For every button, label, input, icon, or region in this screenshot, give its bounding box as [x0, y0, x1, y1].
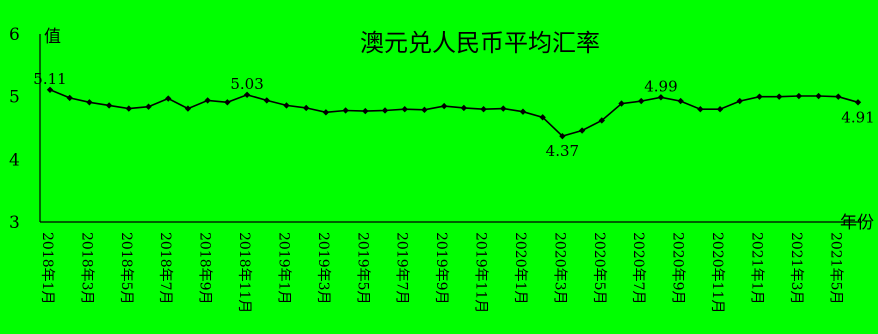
series-line — [49, 89, 859, 137]
chart-title: 澳元兑人民币平均汇率 — [360, 29, 600, 57]
data-point — [440, 102, 448, 110]
y-tick-label: 6 — [9, 25, 20, 45]
data-point — [736, 97, 743, 105]
y-tick-label: 5 — [9, 88, 20, 108]
data-point — [283, 102, 290, 109]
x-tick-label: 2019年11月 — [473, 232, 489, 313]
data-point — [756, 93, 763, 100]
data-point — [342, 107, 349, 114]
x-tick-label: 2020年1月 — [512, 232, 528, 305]
x-tick-label: 2020年3月 — [551, 232, 567, 305]
y-tick-label: 4 — [9, 150, 20, 170]
x-tick-label: 2020年9月 — [670, 232, 686, 305]
data-point — [145, 103, 152, 110]
x-tick-label: 2019年5月 — [354, 232, 370, 305]
data-point — [815, 92, 822, 100]
data-point — [165, 95, 172, 102]
data-point — [775, 93, 783, 100]
data-point — [66, 94, 73, 102]
data-point — [421, 106, 428, 114]
data-label: 4.91 — [841, 108, 874, 126]
x-tick-label: 2018年9月 — [197, 232, 213, 305]
data-point — [697, 106, 704, 113]
x-tick-label: 2019年7月 — [394, 232, 410, 305]
data-point — [460, 104, 468, 112]
data-point — [322, 109, 330, 116]
data-point — [578, 127, 586, 134]
data-point — [677, 97, 684, 105]
data-point — [638, 97, 645, 105]
x-tick-label: 2020年5月 — [591, 232, 607, 305]
x-tick-label: 2018年3月 — [78, 232, 94, 305]
data-label: 5.11 — [33, 70, 66, 88]
data-label: 4.99 — [644, 77, 677, 95]
y-tick-labels: 3 4 5 6 — [9, 25, 20, 233]
data-point — [716, 106, 724, 113]
data-point — [224, 99, 231, 106]
data-point — [401, 106, 408, 113]
data-labels: 5.11 5.03 4.37 4.99 4.91 — [33, 70, 874, 160]
x-tick-label: 2021年3月 — [788, 232, 804, 305]
data-point — [105, 102, 113, 109]
x-tick-labels: 2018年1月 2018年3月 2018年5月 2018年7月 2018年9月 2018年… — [39, 232, 843, 313]
data-point — [303, 104, 310, 112]
x-tick-label: 2018年7月 — [157, 232, 173, 305]
data-point — [795, 92, 803, 100]
data-point — [263, 97, 270, 104]
data-point — [125, 105, 133, 112]
x-tick-label: 2020年7月 — [630, 232, 646, 305]
data-point — [381, 107, 389, 114]
x-tick-label: 2019年3月 — [315, 232, 331, 305]
data-point — [204, 97, 211, 104]
data-point — [46, 86, 54, 93]
x-tick-label: 2021年1月 — [748, 232, 764, 305]
data-point — [854, 99, 862, 106]
data-point — [362, 107, 369, 115]
data-point — [480, 106, 487, 113]
data-point — [519, 108, 527, 115]
x-tick-label: 2018年1月 — [39, 232, 55, 305]
x-tick-label: 2021年5月 — [827, 232, 843, 305]
data-point — [500, 105, 507, 112]
data-point — [184, 105, 192, 112]
x-axis-label: 年份 — [840, 213, 874, 233]
data-points — [46, 86, 862, 140]
data-point — [243, 91, 251, 98]
data-label: 5.03 — [230, 75, 263, 93]
x-tick-label: 2019年9月 — [433, 232, 449, 305]
data-label: 4.37 — [546, 142, 579, 160]
y-tick-label: 3 — [9, 213, 20, 233]
x-tick-label: 2018年5月 — [118, 232, 134, 305]
data-point — [86, 99, 93, 106]
x-tick-label: 2019年1月 — [275, 232, 291, 305]
y-axis-label: 值 — [44, 27, 61, 47]
x-tick-label: 2020年11月 — [709, 232, 725, 313]
x-tick-label: 2018年11月 — [236, 232, 252, 313]
data-point — [835, 93, 842, 100]
